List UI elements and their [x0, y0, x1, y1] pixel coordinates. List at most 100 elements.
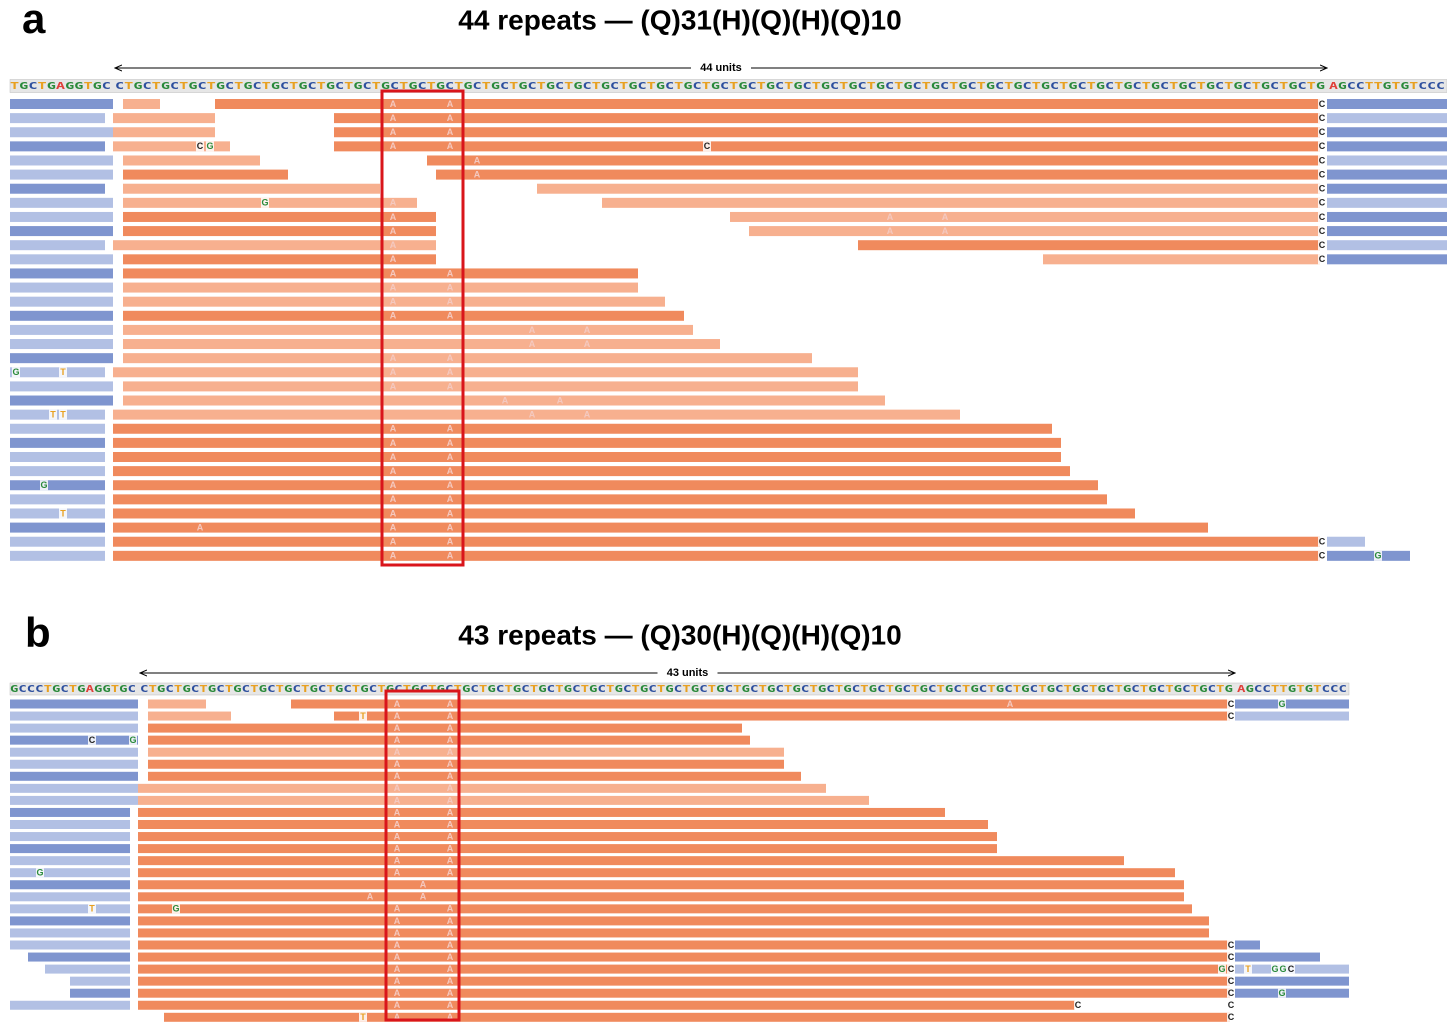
mismatch: A [447, 466, 454, 476]
mismatch: A [390, 466, 397, 476]
read [123, 184, 380, 194]
mismatch: C [89, 735, 96, 745]
mismatch: A [447, 831, 454, 841]
mismatch: A [390, 282, 397, 292]
read [148, 748, 784, 757]
mismatch: C [1319, 184, 1326, 194]
mismatch: A [394, 807, 401, 817]
read-flank [10, 480, 105, 490]
mismatch: A [584, 410, 591, 420]
read-flank [10, 551, 105, 561]
read-flank [10, 904, 130, 913]
mismatch: A [474, 169, 481, 179]
read [123, 198, 417, 208]
read-flank [10, 254, 113, 264]
mismatch: A [447, 807, 454, 817]
mismatch: C [1228, 699, 1235, 709]
read [113, 240, 436, 250]
read-flank [1327, 240, 1447, 250]
read-flank [10, 494, 105, 504]
read [138, 916, 1209, 925]
reference-left: GCCCTGCTGAGGTGC [10, 684, 136, 695]
mismatch: T [360, 1012, 366, 1022]
mismatch: A [390, 381, 397, 391]
read [113, 494, 1107, 504]
read-flank [10, 339, 113, 349]
mismatch: A [394, 904, 401, 914]
mismatch: C [1228, 1000, 1235, 1010]
mismatch: A [394, 783, 401, 793]
mismatch: C [1075, 1000, 1082, 1010]
read-flank [10, 155, 113, 165]
mismatch: A [394, 952, 401, 962]
read-flank [10, 99, 113, 109]
read [148, 712, 231, 721]
mismatch: A [887, 226, 894, 236]
mismatch: A [447, 99, 454, 109]
read [113, 438, 1061, 448]
mismatch: C [1319, 198, 1326, 208]
read-flank [10, 127, 113, 137]
mismatch: A [197, 522, 204, 532]
read [138, 880, 1184, 889]
read-flank [10, 396, 113, 406]
read [730, 212, 1320, 222]
mismatch: A [447, 952, 454, 962]
reference-left: TGCTGAGGTGC [10, 81, 111, 92]
read [123, 311, 684, 321]
mismatch: A [887, 212, 894, 222]
read-flank [1327, 226, 1447, 236]
mismatch: A [447, 494, 454, 504]
read-flank [1327, 537, 1365, 547]
read-flank [10, 240, 105, 250]
read-flank [10, 212, 113, 222]
read [113, 480, 1098, 490]
mismatch: A [529, 410, 536, 420]
read [138, 941, 1230, 950]
mismatch: A [394, 1000, 401, 1010]
mismatch: A [390, 424, 397, 434]
mismatch: A [390, 537, 397, 547]
mismatch: A [394, 771, 401, 781]
read-flank [10, 772, 138, 781]
reference-right: AGCCTTGTGTCCC [1329, 81, 1445, 92]
mismatch: A [394, 711, 401, 721]
mismatch: C [1228, 988, 1235, 998]
mismatch: A [447, 311, 454, 321]
read [138, 989, 1230, 998]
mismatch: G [1278, 699, 1285, 709]
read-flank [10, 438, 105, 448]
mismatch: A [447, 367, 454, 377]
mismatch: A [394, 964, 401, 974]
read [138, 796, 869, 805]
mismatch: C [1319, 155, 1326, 165]
mismatch: A [394, 928, 401, 938]
mismatch: A [447, 795, 454, 805]
mismatch: A [390, 240, 397, 250]
mismatch: A [447, 424, 454, 434]
mismatch: C [197, 141, 204, 151]
mismatch: C [1319, 226, 1326, 236]
mismatch: C [1319, 254, 1326, 264]
mismatch: A [390, 494, 397, 504]
mismatch: A [447, 297, 454, 307]
mismatch: A [390, 551, 397, 561]
read-flank [10, 353, 113, 363]
read [113, 113, 215, 123]
mismatch: T [60, 508, 66, 518]
mismatch: G [40, 480, 47, 490]
read-flank [1235, 977, 1349, 986]
read [138, 1001, 1075, 1010]
span-label: 43 units [667, 667, 709, 679]
mismatch: A [390, 480, 397, 490]
mismatch: A [390, 99, 397, 109]
mismatch: A [390, 198, 397, 208]
read-flank [10, 523, 105, 533]
mismatch: A [390, 141, 397, 151]
mismatch: C [1319, 551, 1326, 561]
mismatch: C [1228, 976, 1235, 986]
read [148, 700, 206, 709]
mismatch: A [390, 367, 397, 377]
mismatch: A [447, 141, 454, 151]
read-flank [10, 700, 138, 709]
